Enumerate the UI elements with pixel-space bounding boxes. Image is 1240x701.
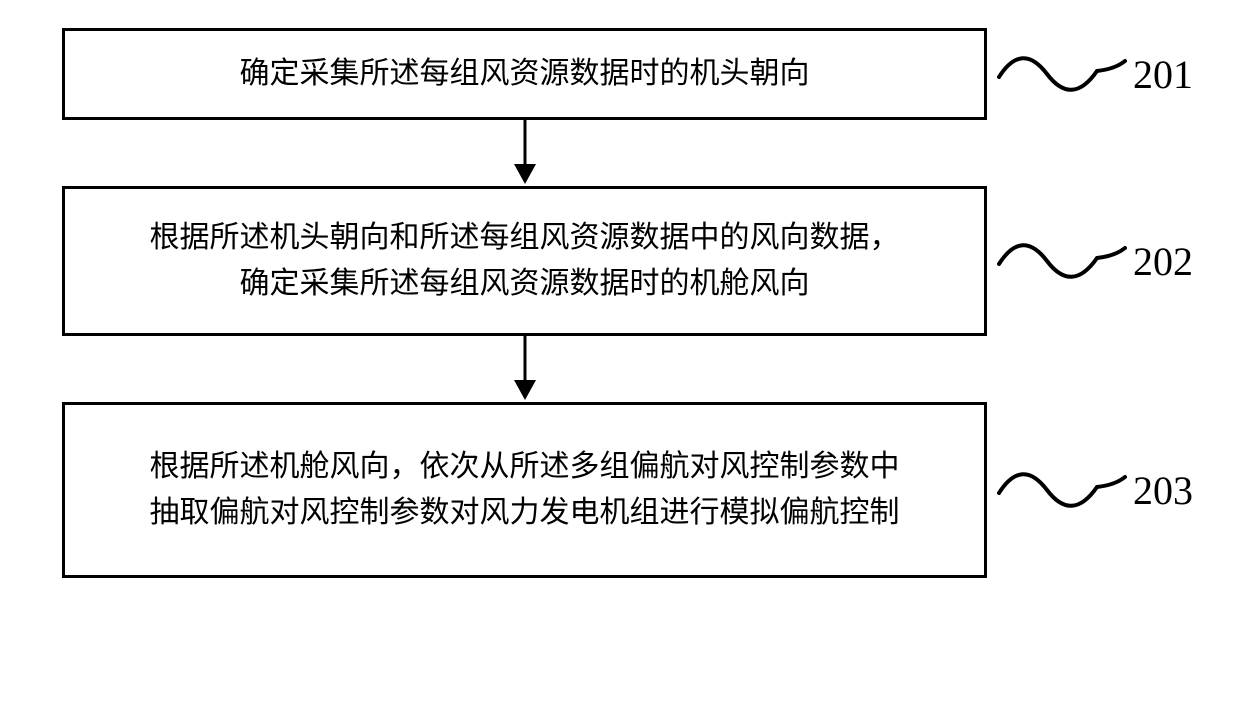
flow-box-203: 根据所述机舱风向，依次从所述多组偏航对风控制参数中 抽取偏航对风控制参数对风力发… [62, 402, 987, 578]
flow-step-label: 203 [1133, 467, 1193, 514]
flow-label-wrap: 201 [997, 49, 1193, 99]
flow-box-text: 根据所述机头朝向和所述每组风资源数据中的风向数据， 确定采集所述每组风资源数据时… [150, 215, 900, 308]
arrow-down-icon [510, 120, 540, 186]
flow-label-wrap: 203 [997, 465, 1193, 515]
flow-step-label: 202 [1133, 238, 1193, 285]
flow-step-label: 201 [1133, 51, 1193, 98]
squiggle-connector-icon [997, 49, 1127, 99]
flow-arrow [62, 120, 987, 186]
flow-box-202: 根据所述机头朝向和所述每组风资源数据中的风向数据， 确定采集所述每组风资源数据时… [62, 186, 987, 336]
flow-box-text: 根据所述机舱风向，依次从所述多组偏航对风控制参数中 抽取偏航对风控制参数对风力发… [150, 444, 900, 537]
flow-step: 确定采集所述每组风资源数据时的机头朝向 201 [62, 28, 1182, 120]
flow-box-text: 确定采集所述每组风资源数据时的机头朝向 [240, 51, 810, 98]
flow-label-wrap: 202 [997, 236, 1193, 286]
squiggle-connector-icon [997, 465, 1127, 515]
flowchart-container: 确定采集所述每组风资源数据时的机头朝向 201 根据所述机头朝向和所述每组风资源… [62, 28, 1182, 578]
squiggle-connector-icon [997, 236, 1127, 286]
flow-step: 根据所述机舱风向，依次从所述多组偏航对风控制参数中 抽取偏航对风控制参数对风力发… [62, 402, 1182, 578]
flow-arrow [62, 336, 987, 402]
flow-step: 根据所述机头朝向和所述每组风资源数据中的风向数据， 确定采集所述每组风资源数据时… [62, 186, 1182, 336]
arrow-down-icon [510, 336, 540, 402]
flow-box-201: 确定采集所述每组风资源数据时的机头朝向 [62, 28, 987, 120]
